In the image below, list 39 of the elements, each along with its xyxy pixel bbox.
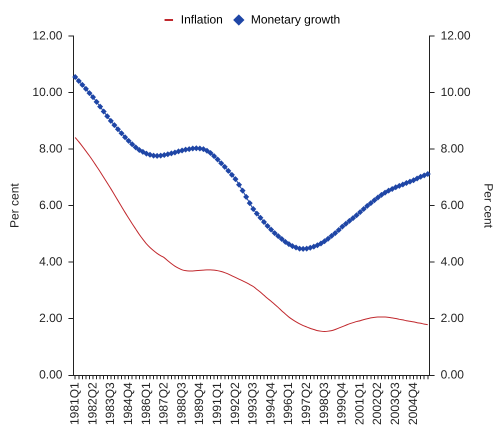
x-tick-label: 1987Q2 [156, 382, 171, 425]
line-series [74, 137, 428, 332]
x-tick-label: 1981Q1 [68, 382, 82, 425]
legend-label: Monetary growth [250, 12, 340, 26]
x-tick-label: 1994Q4 [263, 382, 278, 425]
x-tick-label: 1992Q2 [228, 382, 242, 425]
y-tick-label: 8.00 [39, 141, 63, 156]
x-tick-label: 2004Q4 [406, 382, 420, 425]
x-tick-label: 1986Q1 [138, 382, 153, 425]
legend-label: Inflation [180, 12, 223, 26]
y-tick-label: 2.00 [39, 311, 63, 326]
x-tick-label: 1999Q4 [334, 382, 349, 425]
y-tick-label: 4.00 [39, 254, 63, 269]
y2-tick-label: 6.00 [440, 198, 464, 212]
x-tick-label: 1983Q3 [103, 382, 118, 425]
y2-tick-label: 12.00 [440, 28, 471, 42]
x-tick-label: 1984Q4 [120, 382, 135, 425]
x-tick-label: 1991Q1 [210, 382, 224, 425]
x-tick-label: 1982Q2 [85, 382, 100, 425]
x-tick-label: 2003Q3 [388, 382, 402, 425]
x-tick-label: 2002Q2 [370, 382, 384, 425]
x-tick-label: 1996Q1 [281, 382, 296, 425]
y-tick-label: 0.00 [39, 368, 63, 382]
y2-tick-label: 2.00 [440, 311, 464, 326]
y-tick-label: 6.00 [39, 198, 63, 212]
y2-axis-title: Per cent [481, 183, 496, 229]
x-tick-label: 2001Q1 [352, 382, 366, 425]
y2-tick-label: 0.00 [440, 368, 464, 382]
x-tick-label: 1997Q2 [299, 382, 314, 425]
y2-tick-label: 8.00 [440, 141, 464, 156]
y-tick-label: 12.00 [32, 28, 63, 42]
x-tick-label: 1993Q3 [246, 382, 260, 425]
y-axis-title: Per cent [8, 182, 22, 228]
x-tick-label: 1998Q3 [316, 382, 331, 425]
y2-tick-label: 10.00 [440, 84, 471, 99]
x-tick-label: 1988Q3 [174, 382, 188, 425]
y-tick-label: 10.00 [32, 84, 63, 99]
y2-tick-label: 4.00 [440, 254, 464, 269]
x-tick-label: 1989Q4 [192, 382, 206, 425]
